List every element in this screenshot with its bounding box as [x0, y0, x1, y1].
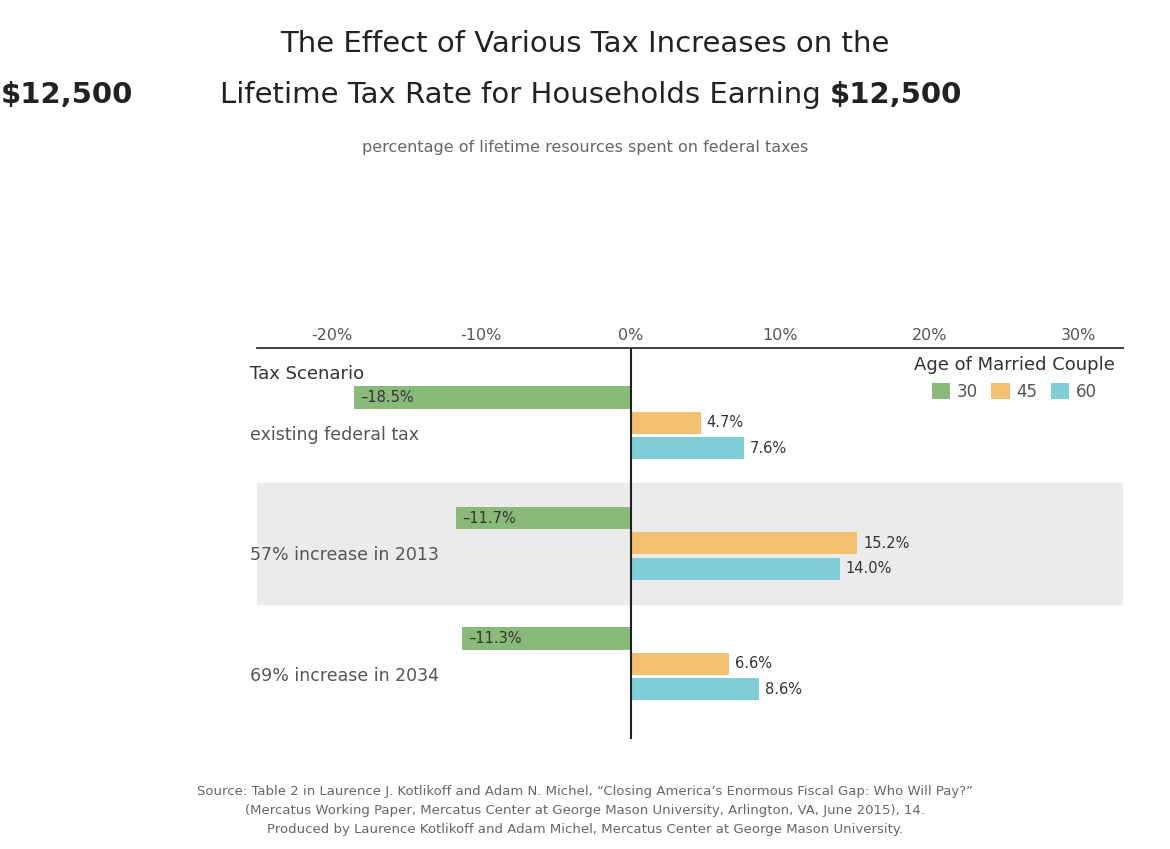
- Text: 15.2%: 15.2%: [863, 536, 910, 551]
- Bar: [456, 507, 631, 529]
- Text: 14.0%: 14.0%: [846, 561, 892, 576]
- Text: existing federal tax: existing federal tax: [250, 426, 419, 444]
- Bar: [631, 678, 759, 700]
- Text: 57% increase in 2013: 57% increase in 2013: [250, 547, 439, 565]
- Text: –11.3%: –11.3%: [468, 631, 522, 646]
- Bar: [631, 653, 729, 675]
- Bar: [462, 627, 631, 649]
- Bar: [631, 532, 858, 554]
- Bar: [257, 483, 1123, 604]
- Text: $12,500: $12,500: [830, 81, 962, 109]
- Text: $12,500: $12,500: [1, 81, 133, 109]
- Bar: [631, 437, 744, 459]
- Text: Tax Scenario: Tax Scenario: [250, 365, 364, 383]
- Text: 6.6%: 6.6%: [735, 656, 772, 672]
- Legend: 30, 45, 60: 30, 45, 60: [914, 357, 1115, 401]
- Text: –11.7%: –11.7%: [462, 510, 516, 526]
- Text: 7.6%: 7.6%: [750, 441, 787, 456]
- Text: Lifetime Tax Rate for Households Earning: Lifetime Tax Rate for Households Earning: [220, 81, 830, 109]
- Bar: [631, 412, 701, 434]
- Text: 4.7%: 4.7%: [707, 415, 744, 430]
- Text: 69% increase in 2034: 69% increase in 2034: [250, 667, 439, 685]
- Text: percentage of lifetime resources spent on federal taxes: percentage of lifetime resources spent o…: [362, 140, 808, 155]
- Bar: [631, 558, 840, 580]
- Text: Source: Table 2 in Laurence J. Kotlikoff and Adam N. Michel, “Closing America’s : Source: Table 2 in Laurence J. Kotlikoff…: [197, 785, 973, 836]
- Text: The Effect of Various Tax Increases on the: The Effect of Various Tax Increases on t…: [281, 30, 889, 58]
- Bar: [355, 386, 631, 408]
- Text: 8.6%: 8.6%: [765, 682, 801, 697]
- Text: –18.5%: –18.5%: [360, 390, 414, 405]
